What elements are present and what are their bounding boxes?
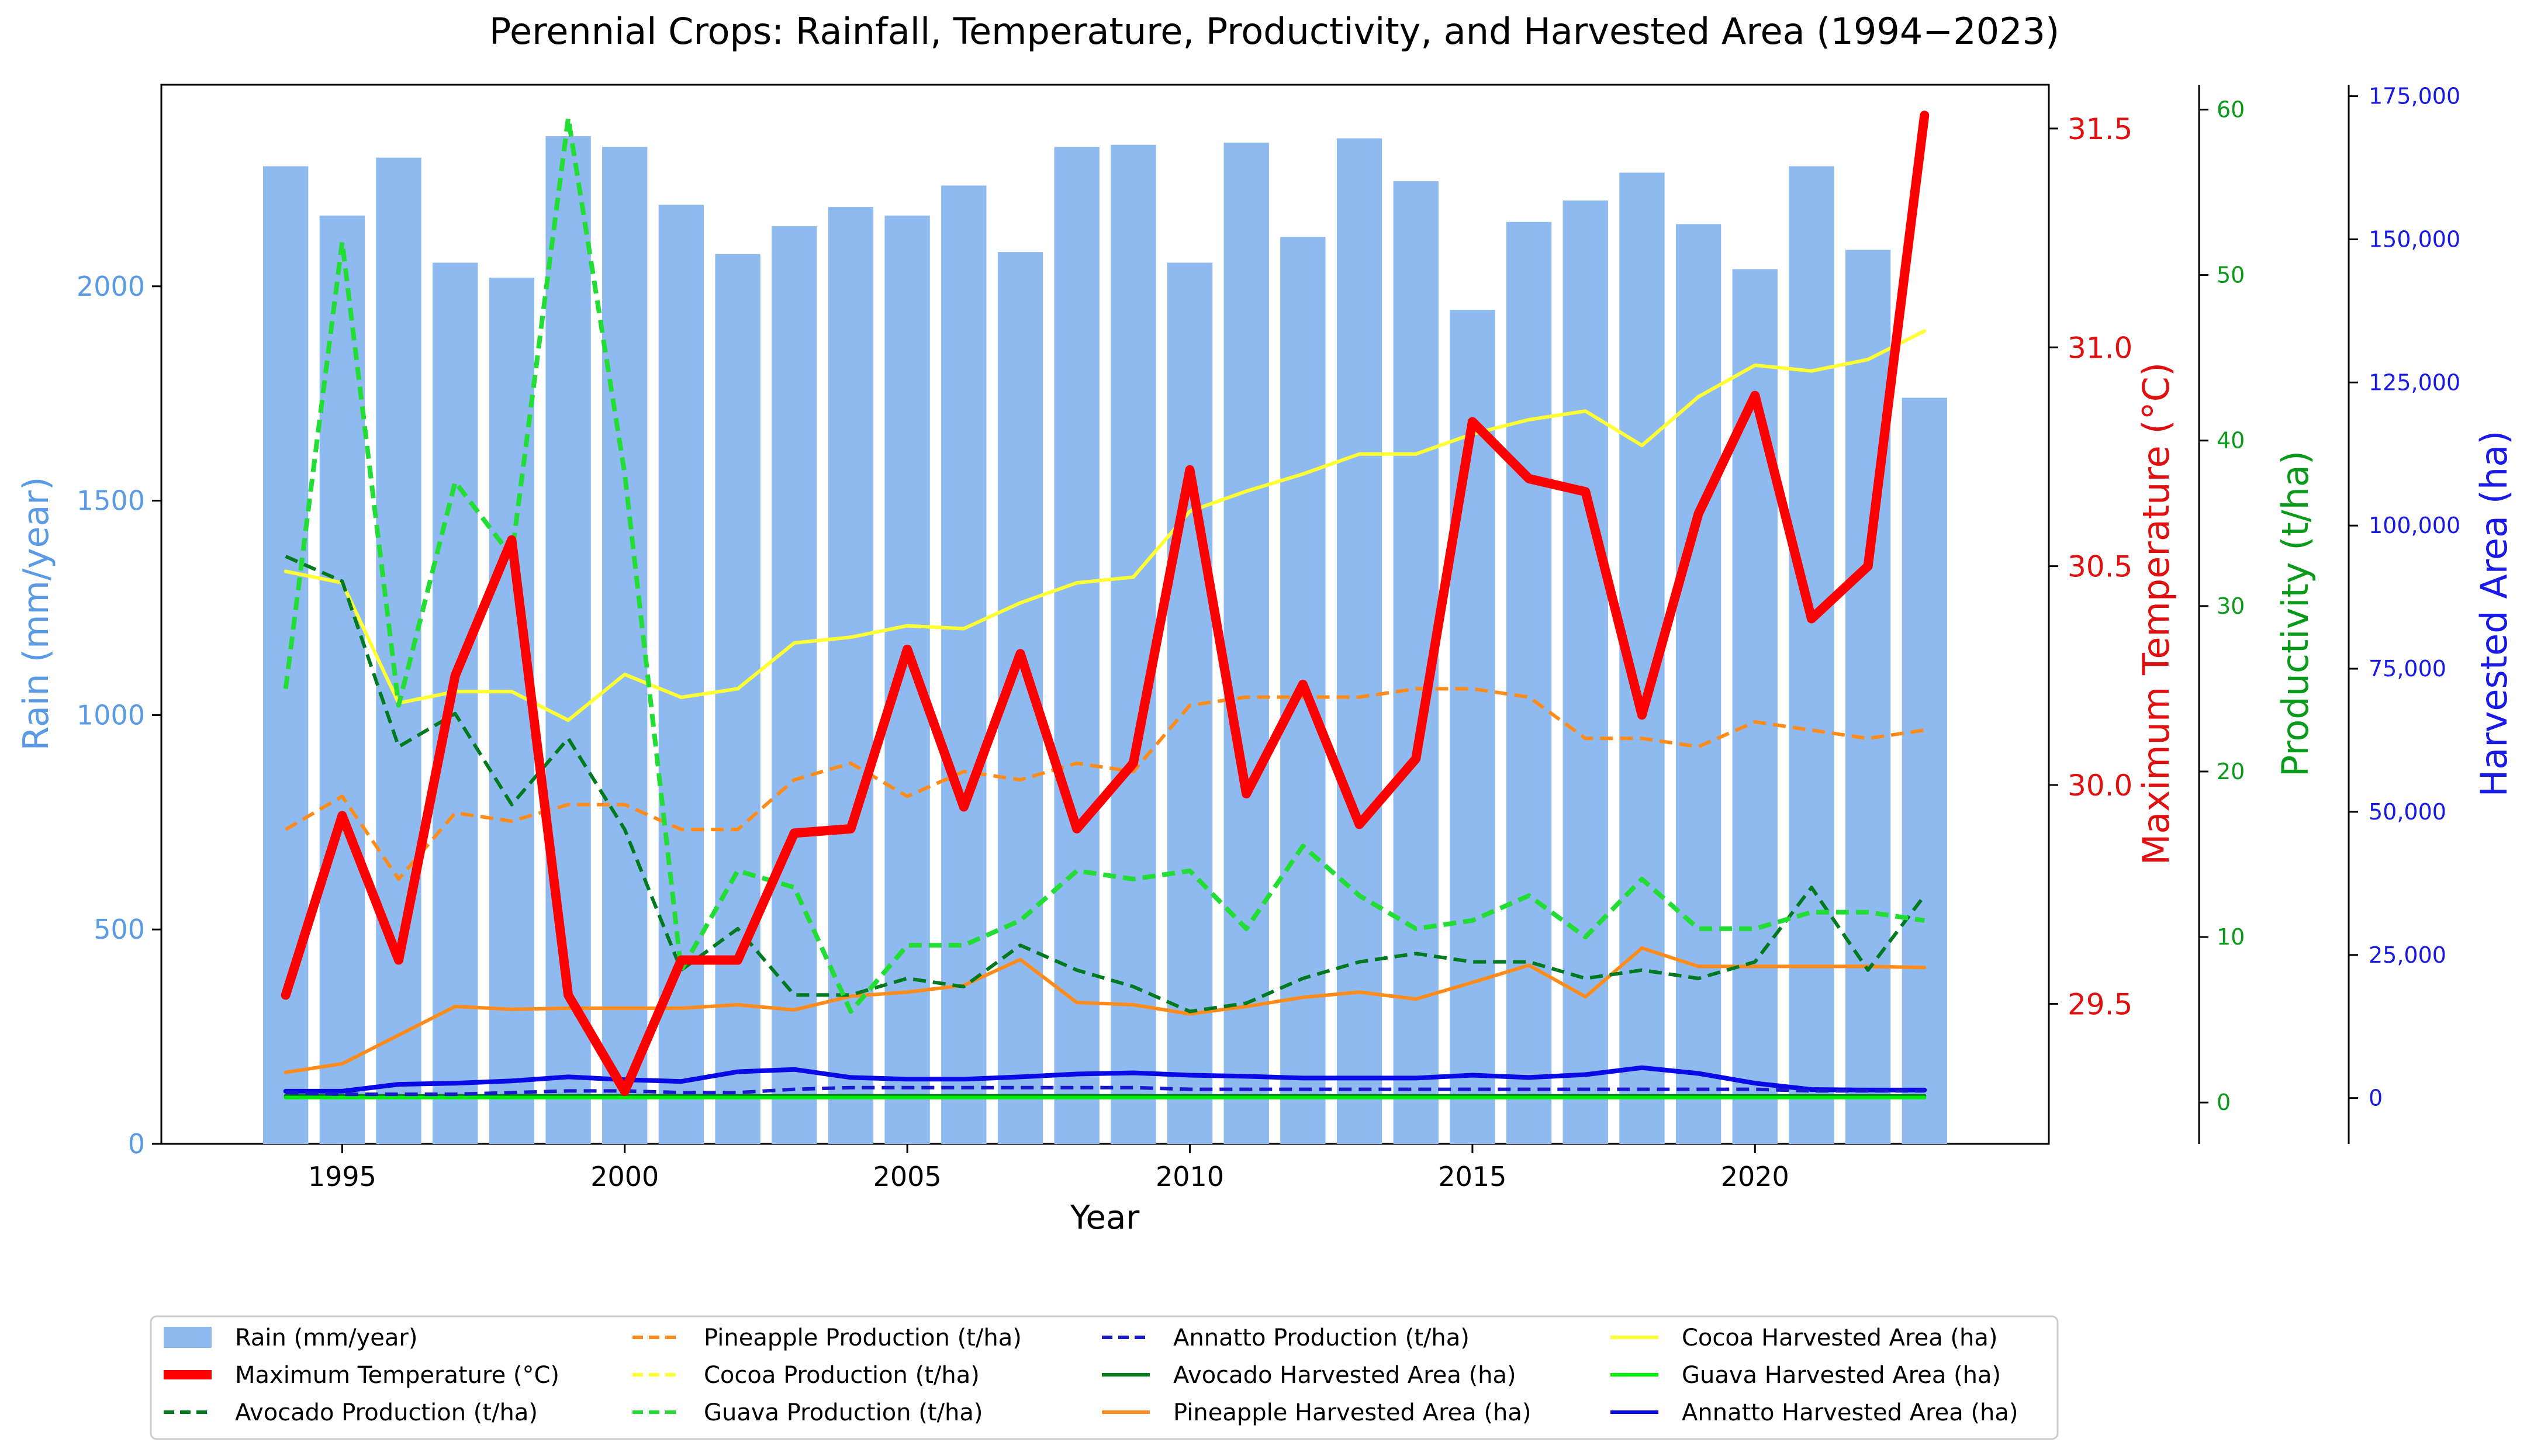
- rain-legend-label: Rain (mm/year): [235, 1324, 417, 1351]
- rain-tick-label-500: 500: [94, 914, 145, 945]
- annatto_prod-legend-label: Annatto Production (t/ha): [1173, 1324, 1470, 1351]
- rain-bar-2013: [1336, 138, 1382, 1144]
- rain-axis-label: Rain (mm/year): [16, 477, 57, 751]
- x-axis-label: Year: [1070, 1199, 1140, 1237]
- rain-tick-label-1000: 1000: [77, 699, 145, 731]
- legend-box: [150, 1315, 2059, 1440]
- rain-bar-2002: [715, 254, 760, 1144]
- axes: 1995 2000 2005 2010 2015 20200500100015002000…: [16, 84, 2515, 1192]
- area-tick-label-175000: 175,000: [2369, 84, 2460, 109]
- rain-bar-2006: [941, 185, 987, 1144]
- annatto_prod-line: [285, 1085, 1925, 1097]
- x-tick-label-2000: 2000: [590, 1161, 659, 1192]
- temp-tick-label-29.5: 29.5: [2068, 987, 2132, 1021]
- temp-tick-label-31.5: 31.5: [2068, 112, 2132, 146]
- rain-legend-swatch: [164, 1327, 212, 1348]
- pineapple_area-line: [284, 946, 1927, 1074]
- rain-bar-2011: [1223, 143, 1269, 1144]
- x-tick-label-1995: 1995: [308, 1161, 376, 1192]
- rain-bar-2008: [1054, 147, 1100, 1144]
- avocado_prod-legend-label: Avocado Production (t/ha): [235, 1399, 538, 1426]
- area-tick-label-100000: 100,000: [2369, 513, 2460, 538]
- area-tick-label-0: 0: [2369, 1085, 2383, 1111]
- x-tick-label-2010: 2010: [1156, 1161, 1224, 1192]
- annatto_area-legend-label: Annatto Harvested Area (ha): [1682, 1399, 2018, 1426]
- rain-bar-2020: [1732, 269, 1778, 1144]
- temperature-line: [281, 110, 1930, 1097]
- rain-bar-2022: [1845, 250, 1891, 1144]
- avocado_area-legend-label: Avocado Harvested Area (ha): [1173, 1362, 1516, 1389]
- rain-bar-1996: [376, 157, 421, 1144]
- guava_area-legend-label: Guava Harvested Area (ha): [1682, 1362, 2001, 1389]
- rain-bars: [263, 136, 1947, 1144]
- rain-bar-2021: [1789, 166, 1834, 1144]
- x-tick-label-2005: 2005: [873, 1161, 942, 1192]
- rain-bar-2009: [1111, 144, 1156, 1144]
- rain-bar-2019: [1675, 224, 1721, 1144]
- rain-tick-label-2000: 2000: [77, 271, 145, 302]
- rain-tick-label-1500: 1500: [77, 485, 145, 517]
- area-tick-label-75000: 75,000: [2369, 656, 2446, 682]
- chart-title: Perennial Crops: Rainfall, Temperature, …: [489, 10, 2059, 53]
- rain-tick-label-0: 0: [128, 1128, 145, 1160]
- area-axis-label: Harvested Area (ha): [2473, 431, 2515, 797]
- annatto_area-line: [283, 1065, 1927, 1094]
- rain-bar-2004: [828, 207, 874, 1144]
- avocado_prod-line: [285, 555, 1926, 1014]
- temp-tick-label-31: 31.0: [2068, 331, 2132, 365]
- rain-bar-2023: [1902, 397, 1947, 1144]
- prod-tick-label-20: 20: [2217, 759, 2245, 784]
- rain-bar-2016: [1506, 222, 1552, 1144]
- temp-tick-label-30: 30.0: [2068, 769, 2132, 803]
- pineapple_prod-legend-label: Pineapple Production (t/ha): [704, 1324, 1022, 1351]
- productivity-axis-label: Productivity (t/ha): [2274, 451, 2317, 777]
- temperature-legend-label: Maximum Temperature (°C): [235, 1362, 559, 1389]
- rain-bar-1997: [433, 262, 478, 1144]
- prod-tick-label-0: 0: [2217, 1090, 2231, 1115]
- guava_prod-line: [283, 115, 1925, 1014]
- series-lines: [281, 110, 1930, 1099]
- cocoa_area-line: [284, 329, 1927, 722]
- cocoa_area-legend-label: Cocoa Harvested Area (ha): [1682, 1324, 1998, 1351]
- rain-bar-2017: [1562, 200, 1608, 1144]
- prod-tick-label-10: 10: [2217, 924, 2245, 950]
- prod-tick-label-30: 30: [2217, 593, 2245, 619]
- rain-bar-2000: [602, 147, 648, 1144]
- area-tick-label-50000: 50,000: [2369, 799, 2446, 825]
- temp-tick-label-30.5: 30.5: [2068, 550, 2132, 584]
- prod-tick-label-40: 40: [2217, 428, 2245, 454]
- x-tick-label-2020: 2020: [1721, 1161, 1789, 1192]
- plot-frame: [160, 84, 2050, 1145]
- guava_prod-legend-label: Guava Production (t/ha): [704, 1399, 983, 1426]
- x-tick-label-2015: 2015: [1438, 1161, 1506, 1192]
- area-tick-label-150000: 150,000: [2369, 226, 2460, 252]
- rain-bar-2003: [772, 226, 817, 1144]
- pineapple_prod-line: [285, 687, 1925, 881]
- legend: Rain (mm/year) Maximum Temperature (°C) Av…: [150, 1315, 2059, 1440]
- prod-tick-label-50: 50: [2217, 262, 2245, 288]
- area-tick-label-25000: 25,000: [2369, 942, 2446, 968]
- cocoa_prod-legend-label: Cocoa Production (t/ha): [704, 1362, 980, 1389]
- pineapple_area-legend-label: Pineapple Harvested Area (ha): [1173, 1399, 1531, 1426]
- prod-tick-label-60: 60: [2217, 96, 2245, 122]
- temp-axis-label: Maximum Temperature (°C): [2135, 362, 2177, 865]
- area-tick-label-125000: 125,000: [2369, 369, 2460, 395]
- rain-bar-1998: [489, 278, 535, 1144]
